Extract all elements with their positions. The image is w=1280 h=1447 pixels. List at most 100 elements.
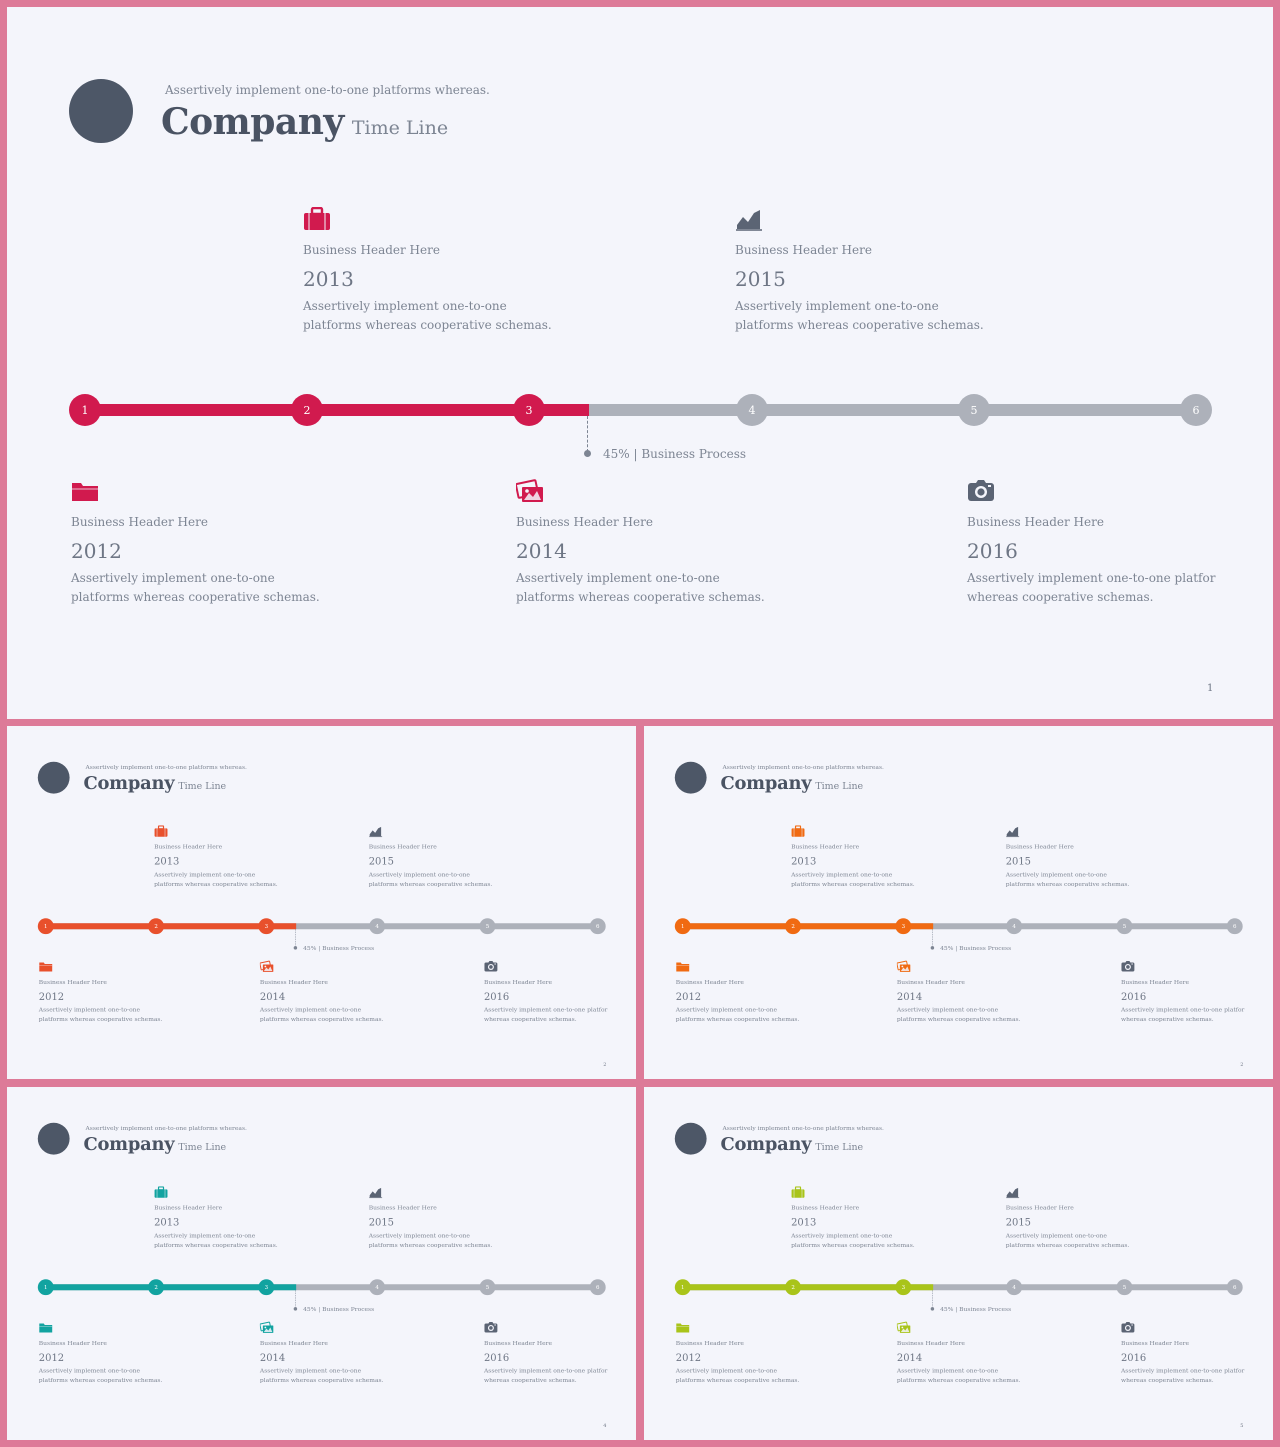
slide-5: Assertively implement one-to-one platfor…: [644, 1087, 1273, 1440]
camera-icon: [967, 479, 995, 503]
progress-label: 45% | Business Process: [303, 1305, 375, 1313]
area-chart-icon: [1006, 825, 1020, 838]
card-year: 2013: [154, 855, 180, 868]
card-description: Assertively implement one-to-one platfor…: [1120, 1367, 1245, 1384]
briefcase-icon: [791, 825, 805, 837]
tagline: Assertively implement one-to-one platfor…: [722, 763, 884, 771]
timeline-node-5[interactable]: 5: [1116, 918, 1133, 935]
page-title: Company Time Line: [161, 101, 448, 143]
card-header: Business Header Here: [1120, 1339, 1190, 1347]
card-header: Business Header Here: [896, 1339, 965, 1347]
camera-icon: [1121, 1322, 1135, 1334]
timeline-node-1[interactable]: 1: [37, 918, 54, 935]
timeline-node-2[interactable]: 2: [148, 1279, 165, 1296]
card-year: 2015: [735, 267, 786, 291]
images-icon: [259, 960, 274, 973]
title-subtitle: Time Line: [178, 780, 227, 792]
progress-label: 45% | Business Process: [603, 447, 747, 461]
card-description: Assertively implement one-to-one platfor…: [675, 1367, 800, 1384]
card-year: 2014: [259, 990, 286, 1003]
card-description: Assertively implement one-to-one platfor…: [791, 1232, 915, 1249]
timeline-node-2[interactable]: 2: [785, 1279, 802, 1296]
timeline-node-2[interactable]: 2: [785, 918, 802, 935]
card-description: Assertively implement one-to-one platfor…: [791, 871, 915, 888]
timeline-node-6[interactable]: 6: [589, 1279, 606, 1296]
card-header: Business Header Here: [967, 515, 1104, 529]
progress-marker-dot: [293, 1307, 298, 1311]
timeline-node-1[interactable]: 1: [37, 1279, 54, 1296]
folder-icon: [71, 479, 99, 503]
slide-1: Assertively implement one-to-one platfor…: [7, 7, 1273, 719]
timeline-node-3[interactable]: 3: [513, 394, 545, 426]
title-subtitle: Time Line: [178, 1141, 227, 1153]
timeline-progress-fill: [45, 1284, 297, 1291]
slide-content: Assertively implement one-to-one platfor…: [644, 726, 1273, 1079]
progress-marker-dot: [930, 1307, 935, 1311]
card-header: Business Header Here: [791, 843, 860, 851]
timeline-node-1[interactable]: 1: [69, 394, 101, 426]
timeline-node-3[interactable]: 3: [258, 1279, 275, 1296]
folder-icon: [39, 961, 53, 973]
card-description: Assertively implement one-to-one platfor…: [483, 1006, 608, 1023]
timeline-node-4[interactable]: 4: [1006, 918, 1023, 935]
timeline-node-6[interactable]: 6: [1226, 1279, 1243, 1296]
timeline-node-5[interactable]: 5: [479, 1279, 496, 1296]
card-year: 2016: [967, 539, 1018, 563]
timeline-node-5[interactable]: 5: [958, 394, 990, 426]
page-title: Company Time Line: [84, 773, 227, 794]
slide-2: Assertively implement one-to-one platfor…: [7, 726, 636, 1079]
logo-circle: [674, 761, 707, 794]
timeline-node-2[interactable]: 2: [148, 918, 165, 935]
card-description: Assertively implement one-to-one platfor…: [483, 1367, 608, 1384]
progress-label: 45% | Business Process: [940, 944, 1012, 952]
timeline-progress-fill: [85, 404, 589, 416]
card-description: Assertively implement one-to-one platfor…: [38, 1367, 163, 1384]
title-text: Company: [83, 772, 175, 794]
card-description: Assertively implement one-to-one platfor…: [368, 871, 493, 888]
page-number: 5: [1240, 1422, 1244, 1429]
timeline-node-1[interactable]: 1: [674, 1279, 691, 1296]
images-icon: [516, 479, 544, 503]
card-header: Business Header Here: [1005, 843, 1074, 851]
card-header: Business Header Here: [483, 978, 553, 986]
card-header: Business Header Here: [1120, 978, 1190, 986]
logo-circle: [37, 761, 70, 794]
area-chart-icon: [1006, 1186, 1020, 1199]
card-header: Business Header Here: [516, 515, 653, 529]
timeline-node-3[interactable]: 3: [895, 1279, 912, 1296]
area-chart-icon: [735, 207, 763, 231]
card-year: 2013: [303, 267, 354, 291]
card-year: 2012: [675, 990, 702, 1003]
card-description: Assertively implement one-to-one platfor…: [967, 571, 1216, 604]
timeline-node-4[interactable]: 4: [736, 394, 768, 426]
timeline-node-4[interactable]: 4: [1006, 1279, 1023, 1296]
timeline-node-1[interactable]: 1: [674, 918, 691, 935]
timeline-node-5[interactable]: 5: [1116, 1279, 1133, 1296]
card-header: Business Header Here: [154, 843, 223, 851]
card-description: Assertively implement one-to-one platfor…: [368, 1232, 493, 1249]
timeline-node-4[interactable]: 4: [369, 1279, 386, 1296]
briefcase-icon: [791, 1186, 805, 1198]
logo-circle: [674, 1122, 707, 1155]
timeline-progress-fill: [682, 1284, 934, 1291]
card-description: Assertively implement one-to-one platfor…: [259, 1367, 384, 1384]
images-icon: [259, 1321, 274, 1334]
card-year: 2012: [38, 1351, 65, 1364]
timeline-node-6[interactable]: 6: [589, 918, 606, 935]
timeline-node-3[interactable]: 3: [258, 918, 275, 935]
title-text: Company: [720, 1133, 812, 1155]
folder-icon: [39, 1322, 53, 1334]
card-header: Business Header Here: [38, 1339, 107, 1347]
timeline-node-6[interactable]: 6: [1226, 918, 1243, 935]
timeline-node-6[interactable]: 6: [1180, 394, 1212, 426]
timeline-node-3[interactable]: 3: [895, 918, 912, 935]
timeline-node-2[interactable]: 2: [291, 394, 323, 426]
card-year: 2015: [368, 855, 394, 868]
timeline-node-4[interactable]: 4: [369, 918, 386, 935]
images-icon: [896, 960, 911, 973]
timeline-progress-fill: [682, 923, 934, 930]
card-header: Business Header Here: [259, 1339, 328, 1347]
card-header: Business Header Here: [735, 243, 872, 257]
title-subtitle: Time Line: [815, 1141, 864, 1153]
timeline-node-5[interactable]: 5: [479, 918, 496, 935]
